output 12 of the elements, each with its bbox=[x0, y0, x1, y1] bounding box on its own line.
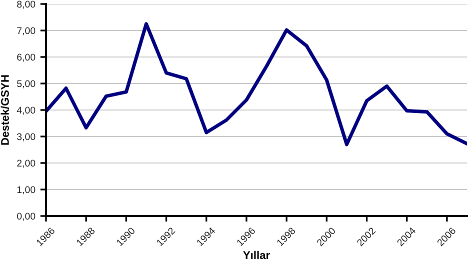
y-tick-label: 8,00 bbox=[17, 0, 36, 9]
x-axis-title: Yıllar bbox=[243, 250, 270, 260]
y-tick-label: 2,00 bbox=[17, 160, 36, 168]
y-tick-label: 1,00 bbox=[17, 186, 36, 194]
y-tick-label: 5,00 bbox=[17, 80, 36, 88]
y-tick-label: 4,00 bbox=[16, 106, 36, 115]
y-tick-label: 0,00 bbox=[17, 212, 36, 221]
y-axis-title: Destek/GSYH bbox=[0, 75, 10, 145]
line-series bbox=[46, 22, 467, 146]
y-tick-label: 3,00 bbox=[17, 133, 36, 142]
y-tick-label: 7,00 bbox=[17, 27, 36, 36]
y-tick-label: 6,00 bbox=[17, 54, 36, 62]
